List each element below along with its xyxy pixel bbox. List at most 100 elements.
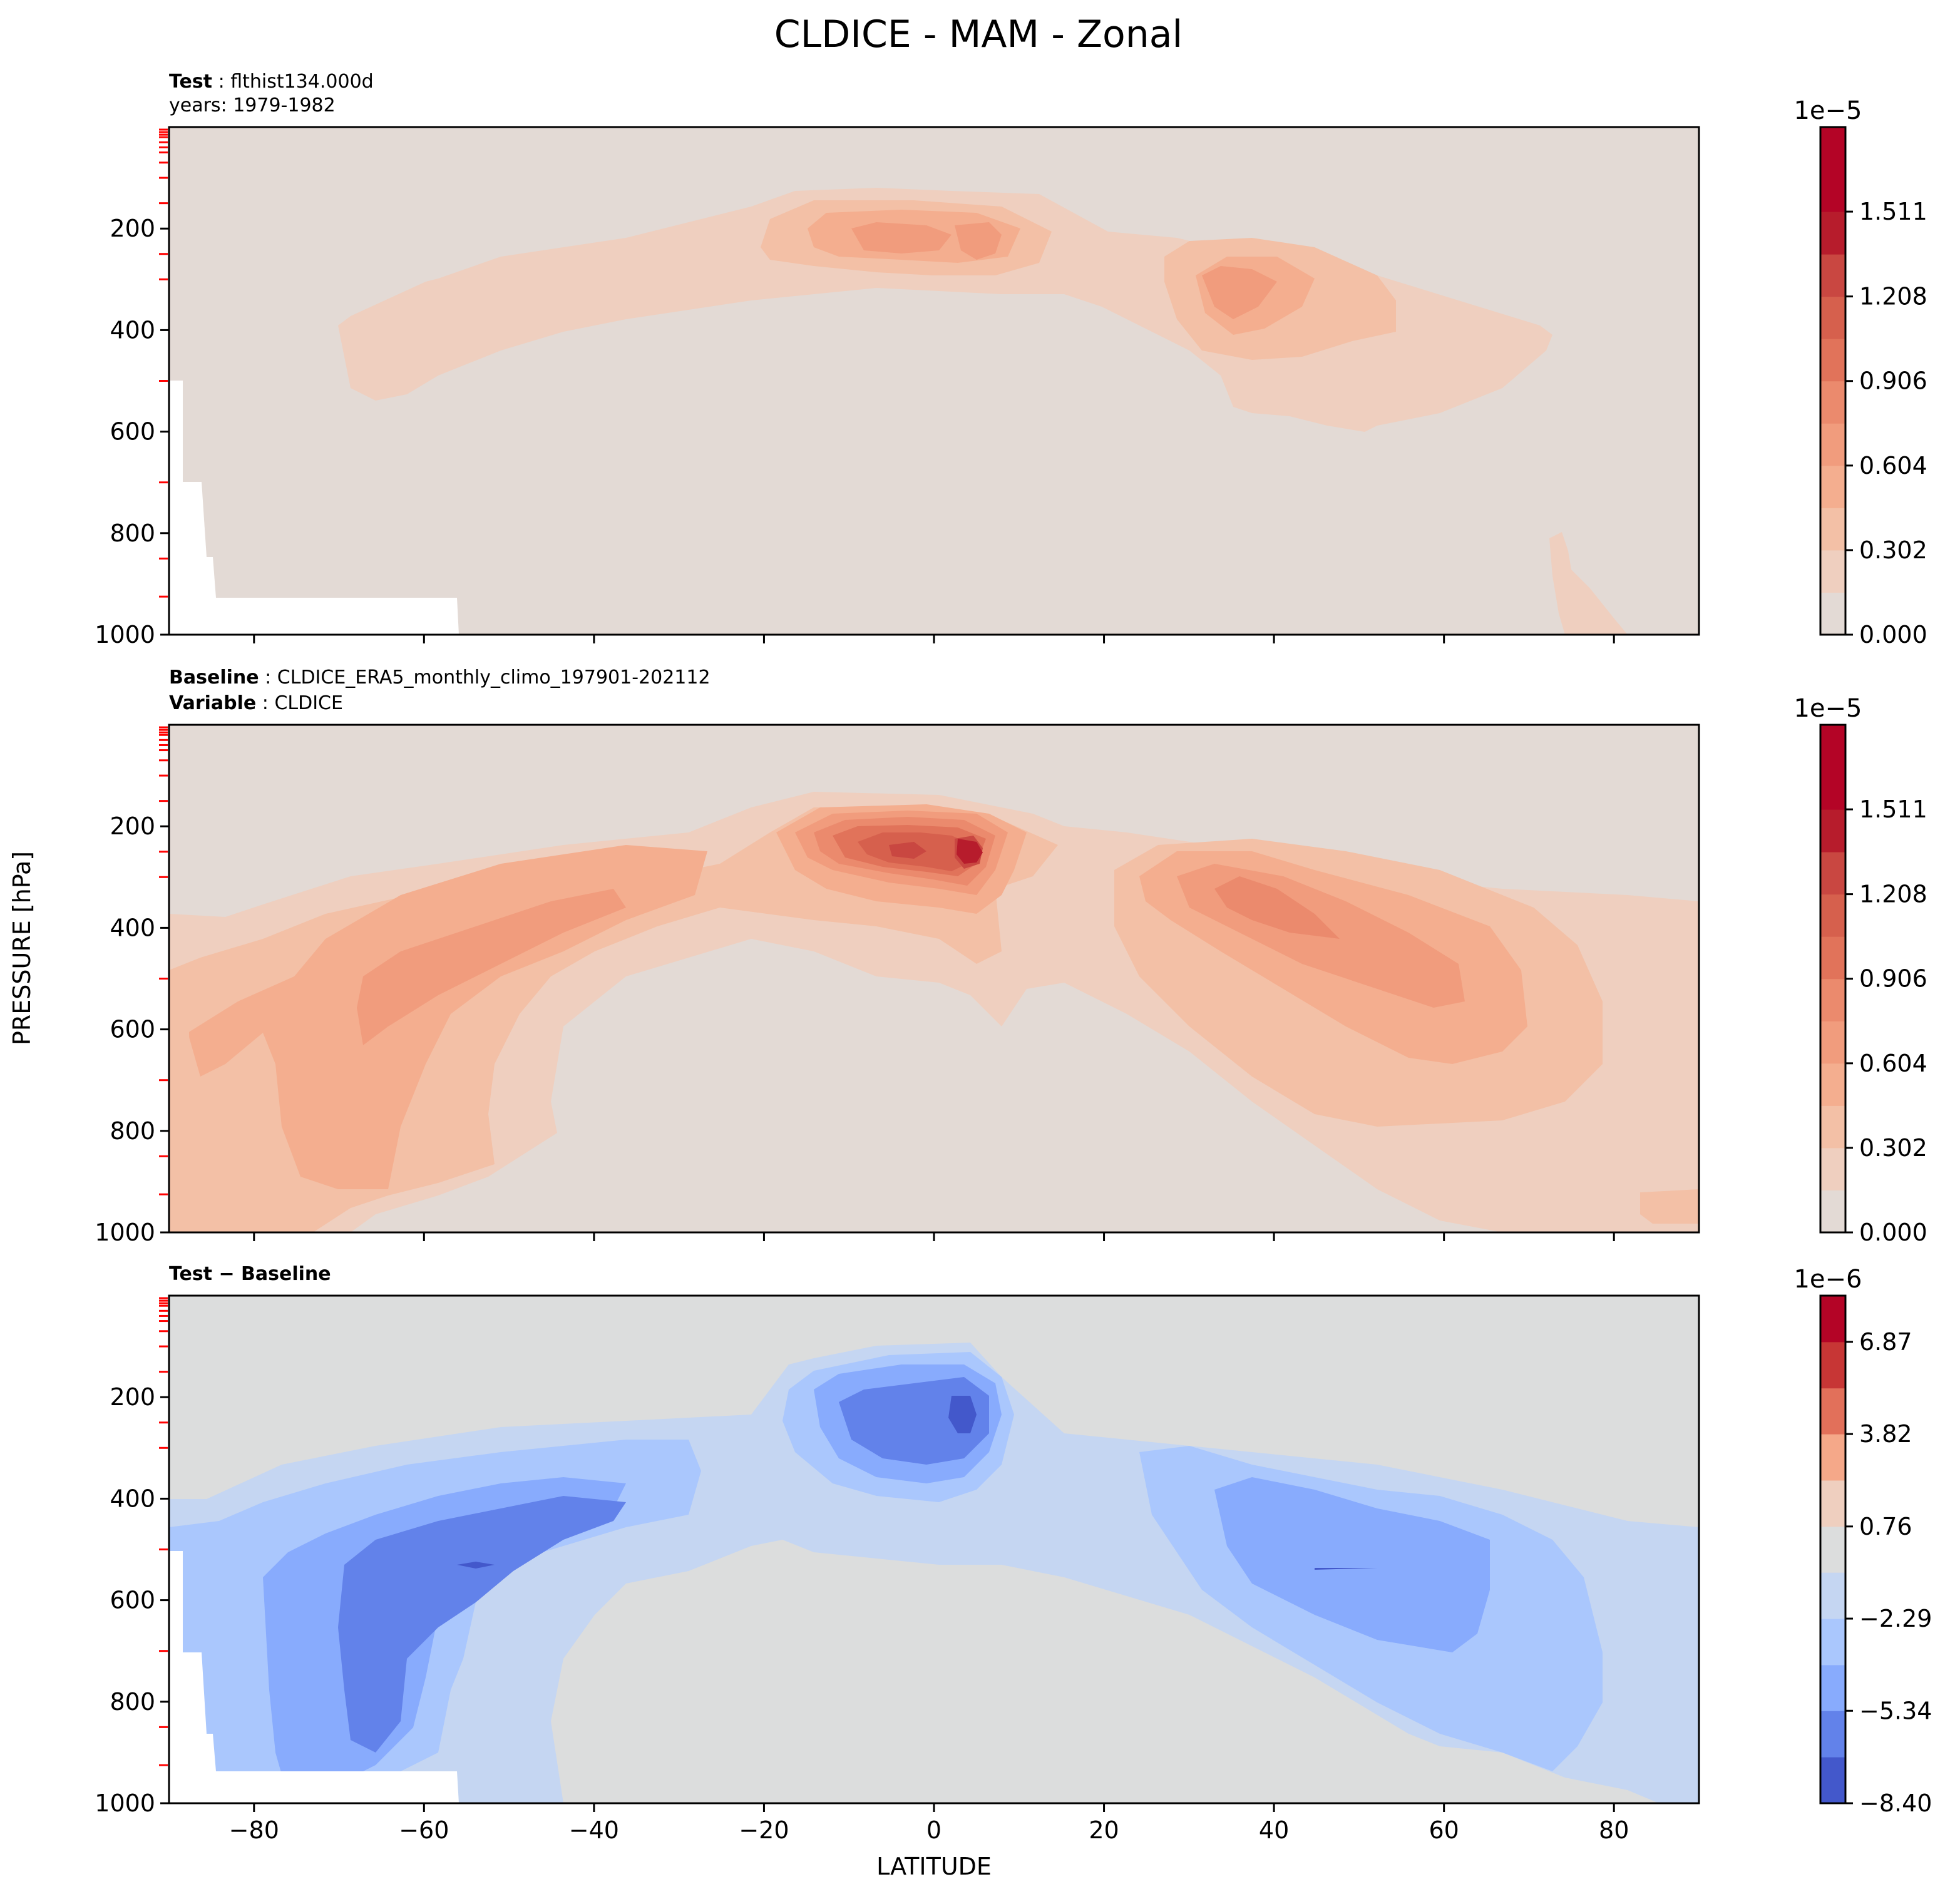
panel-test-contour-level-4b — [955, 222, 1002, 260]
panel-test-header-1-text: flthist134.000d — [230, 71, 374, 93]
panel-baseline-colorbar-label-4: 1.208 — [1859, 881, 1927, 908]
panel-difference-x-ticks-label-20: 20 — [1089, 1816, 1119, 1844]
panel-baseline-level-markers — [159, 726, 168, 1195]
panel-baseline-contour-level-10 — [957, 839, 983, 864]
panel-difference-colorbar-swatch-3 — [1820, 1619, 1845, 1666]
y-axis-label: PRESSURE [hPa] — [8, 851, 36, 1045]
panel-test-colorbar-swatch-2 — [1820, 508, 1845, 551]
panel-test-colorbar-swatch-11 — [1820, 127, 1845, 170]
panel-test-colorbar-swatch-3 — [1820, 465, 1845, 508]
panel-baseline-header-1: Baseline : CLDICE_ERA5_monthly_climo_197… — [169, 667, 711, 688]
panel-difference-y-ticks-label-600: 600 — [110, 1587, 155, 1614]
panel-difference-y-ticks-label-1000: 1000 — [95, 1789, 155, 1817]
panel-test-colorbar-label-3: 0.906 — [1859, 367, 1927, 395]
panel-test-y-ticks-label-200: 200 — [110, 215, 155, 242]
panel-baseline-colorbar-swatch-1 — [1820, 1147, 1845, 1190]
panel-difference-colorbar: −8.40 −5.34 −2.29 0.76 3.82 6.87 — [1819, 1294, 1932, 1817]
panel-baseline-colorbar-label-2: 0.604 — [1859, 1050, 1927, 1077]
panel-baseline-colorbar: 0.000 0.302 0.604 0.906 1.208 1.511 — [1819, 724, 1927, 1246]
panel-test-y-ticks-label-600: 600 — [110, 418, 155, 446]
panel-difference-x-ticks-label-60: 60 — [1429, 1816, 1459, 1844]
panel-difference-x-ticks-label--80: −80 — [229, 1816, 279, 1844]
panel-test-colorbar-swatch-6 — [1820, 339, 1845, 382]
panel-test-colorbar-label-4: 1.208 — [1859, 283, 1927, 310]
panel-baseline-y-ticks-label-400: 400 — [110, 914, 155, 941]
panel-difference-missing-region — [169, 1551, 459, 1803]
panel-difference-colorbar-label-2: −2.29 — [1859, 1605, 1932, 1632]
panel-test-missing-region — [169, 381, 459, 635]
panel-test-colorbar-label-1: 0.302 — [1859, 536, 1927, 564]
panel-baseline-colorbar-offset: 1e−5 — [1793, 694, 1862, 723]
panel-test: Test : flthist134.000d years: 1979-1982 … — [95, 71, 1927, 648]
panel-baseline-y-ticks-label-1000: 1000 — [95, 1219, 155, 1246]
panel-baseline-header-1-sep: : — [259, 667, 277, 688]
panel-baseline-colorbar-swatch-2 — [1820, 1105, 1845, 1149]
panel-test-colorbar-swatch-7 — [1820, 296, 1845, 339]
panel-test-colorbar-swatch-0 — [1820, 592, 1845, 635]
panel-test-arctic-patch — [1549, 532, 1628, 635]
panel-test-header-1-bold: Test — [169, 71, 212, 93]
panel-test-colorbar-swatch-9 — [1820, 212, 1845, 255]
panel-difference-colorbar-label-4: 3.82 — [1859, 1420, 1912, 1448]
panel-baseline-header-2-sep: : — [256, 692, 274, 714]
panel-baseline-colorbar-swatch-0 — [1820, 1190, 1845, 1233]
panel-difference-colorbar-swatch-5 — [1820, 1526, 1845, 1573]
panel-baseline-colorbar-swatch-7 — [1820, 894, 1845, 937]
panel-test-contour-level-4 — [851, 222, 952, 253]
panel-baseline-header-2-text: CLDICE — [274, 692, 343, 714]
panel-test-y-ticks: 200 400 600 800 1000 — [95, 215, 169, 648]
panel-baseline-header-1-text: CLDICE_ERA5_monthly_climo_197901-202112 — [277, 667, 711, 688]
panel-difference-colorbar-label-5: 6.87 — [1859, 1328, 1912, 1356]
panel-difference-x-ticks-label--20: −20 — [739, 1816, 789, 1844]
panel-baseline-y-ticks-label-600: 600 — [110, 1016, 155, 1043]
panel-test-colorbar: 0.000 0.302 0.604 0.906 1.208 1.511 — [1819, 126, 1927, 648]
panel-difference-plot-area — [169, 1296, 1699, 1803]
panel-difference-colorbar-label-1: −5.34 — [1859, 1697, 1932, 1724]
panel-difference-colorbar-swatch-9 — [1820, 1341, 1845, 1389]
panel-test-y-ticks-label-800: 800 — [110, 520, 155, 547]
panel-baseline-colorbar-swatch-11 — [1820, 725, 1845, 768]
panel-test-colorbar-swatch-1 — [1820, 550, 1845, 593]
panel-difference-colorbar-swatch-7 — [1820, 1434, 1845, 1481]
panel-baseline-colorbar-swatch-9 — [1820, 809, 1845, 852]
panel-baseline-colorbar-swatch-10 — [1820, 767, 1845, 810]
panel-difference-y-ticks-label-200: 200 — [110, 1383, 155, 1411]
panel-difference-y-ticks-label-800: 800 — [110, 1688, 155, 1716]
panel-baseline-antarctic-edge — [169, 970, 194, 1232]
panel-baseline-y-ticks: 200 400 600 800 1000 — [95, 812, 169, 1246]
panel-baseline-colorbar-swatch-5 — [1820, 978, 1845, 1021]
panel-baseline-colorbar-swatch-4 — [1820, 1021, 1845, 1064]
panel-difference-header: Test − Baseline — [169, 1263, 331, 1285]
panel-test-contour-level-4c — [1202, 266, 1277, 319]
panel-baseline-colorbar-swatch-8 — [1820, 852, 1845, 895]
panel-test-header-1-sep: : — [212, 71, 230, 93]
panel-baseline-header-2: Variable : CLDICE — [169, 692, 343, 714]
panel-baseline-colorbar-label-1: 0.302 — [1859, 1134, 1927, 1162]
panel-difference-colorbar-label-3: 0.76 — [1859, 1513, 1912, 1540]
panel-difference-x-ticks-label--60: −60 — [399, 1816, 449, 1844]
panel-baseline-arctic-surface-patch — [1640, 1189, 1699, 1224]
panel-test-colorbar-label-2: 0.604 — [1859, 452, 1927, 479]
panel-baseline-header-2-bold: Variable — [169, 692, 256, 714]
panel-test-colorbar-swatch-8 — [1820, 254, 1845, 297]
panel-difference-colorbar-swatch-0 — [1820, 1757, 1845, 1804]
panel-difference-contour-level-m2 — [169, 1352, 1603, 1803]
panel-baseline-colorbar-label-0: 0.000 — [1859, 1219, 1927, 1246]
panel-test-colorbar-swatch-4 — [1820, 423, 1845, 466]
panel-difference-colorbar-swatch-8 — [1820, 1388, 1845, 1435]
panel-difference-colorbar-offset: 1e−6 — [1793, 1265, 1862, 1294]
panel-difference-colorbar-swatch-4 — [1820, 1572, 1845, 1619]
panel-test-y-ticks-label-400: 400 — [110, 316, 155, 344]
panel-difference-colorbar-swatch-2 — [1820, 1664, 1845, 1711]
panel-test-header-1: Test : flthist134.000d — [169, 71, 374, 93]
panel-test-contour-level-1 — [338, 188, 1552, 432]
panel-difference-colorbar-frame — [1819, 1294, 1847, 1804]
panel-test-plot-area — [169, 127, 1699, 635]
panel-baseline-x-ticks — [253, 1232, 1615, 1241]
panel-test-colorbar-label-0: 0.000 — [1859, 621, 1927, 648]
panel-difference-level-markers — [159, 1297, 168, 1766]
panel-test-colorbar-swatch-5 — [1820, 381, 1845, 424]
x-axis-label: LATITUDE — [876, 1853, 992, 1880]
panel-baseline-plot-area — [169, 725, 1699, 1232]
